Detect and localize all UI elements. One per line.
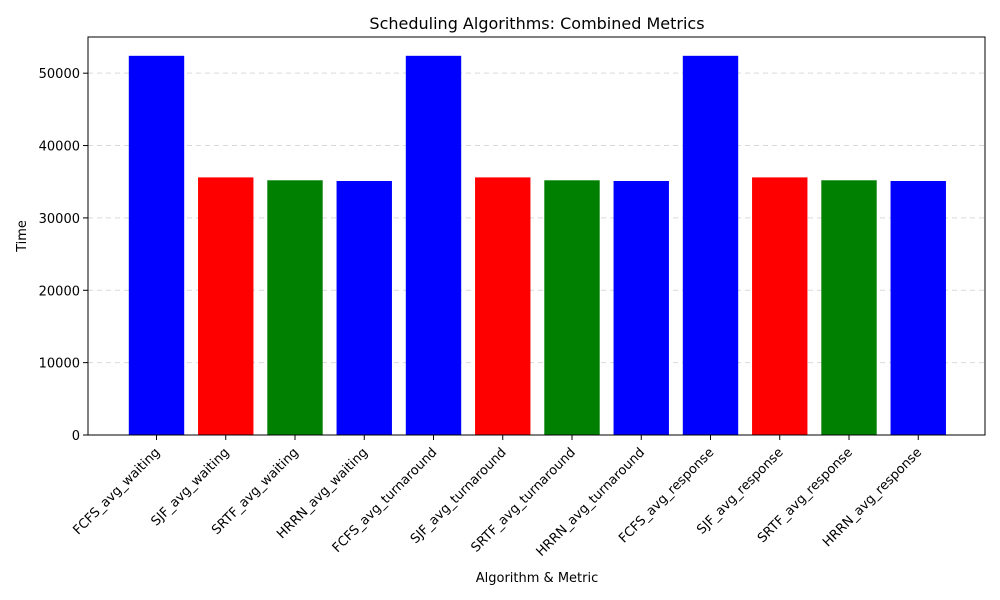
x-axis-label: Algorithm & Metric bbox=[476, 571, 598, 586]
bar-hrrn-avg-response bbox=[890, 181, 946, 435]
chart-title: Scheduling Algorithms: Combined Metrics bbox=[369, 14, 704, 33]
y-tick-label: 10000 bbox=[39, 357, 80, 372]
y-tick-label: 50000 bbox=[39, 67, 80, 82]
y-tick-label: 40000 bbox=[39, 140, 80, 155]
x-axis-ticks: FCFS_avg_waitingSJF_avg_waitingSRTF_avg_… bbox=[70, 435, 925, 560]
bar-sjf-avg-response bbox=[752, 177, 808, 436]
bar-fcfs-avg-response bbox=[682, 55, 739, 435]
bar-fcfs-avg-waiting bbox=[128, 55, 185, 435]
plot-frame bbox=[87, 36, 986, 436]
y-tick-label: 20000 bbox=[39, 284, 80, 299]
y-axis-label: Time bbox=[15, 220, 30, 253]
bar-fcfs-avg-turnaround bbox=[405, 55, 462, 435]
bar-sjf-avg-turnaround bbox=[475, 177, 531, 436]
x-tick-label: FCFS_avg_waiting bbox=[70, 445, 163, 538]
bar-srtf-avg-response bbox=[821, 180, 877, 435]
y-tick-label: 0 bbox=[72, 429, 80, 444]
bar-hrrn-avg-waiting bbox=[336, 181, 392, 435]
bar-sjf-avg-waiting bbox=[198, 177, 254, 436]
y-axis-ticks: 0 10000 20000 30000 40000 50000 bbox=[39, 67, 88, 444]
bar-srtf-avg-waiting bbox=[267, 180, 323, 435]
bar-srtf-avg-turnaround bbox=[544, 180, 600, 435]
bar-hrrn-avg-turnaround bbox=[613, 181, 669, 435]
y-tick-label: 30000 bbox=[39, 212, 80, 227]
bars bbox=[128, 55, 946, 436]
